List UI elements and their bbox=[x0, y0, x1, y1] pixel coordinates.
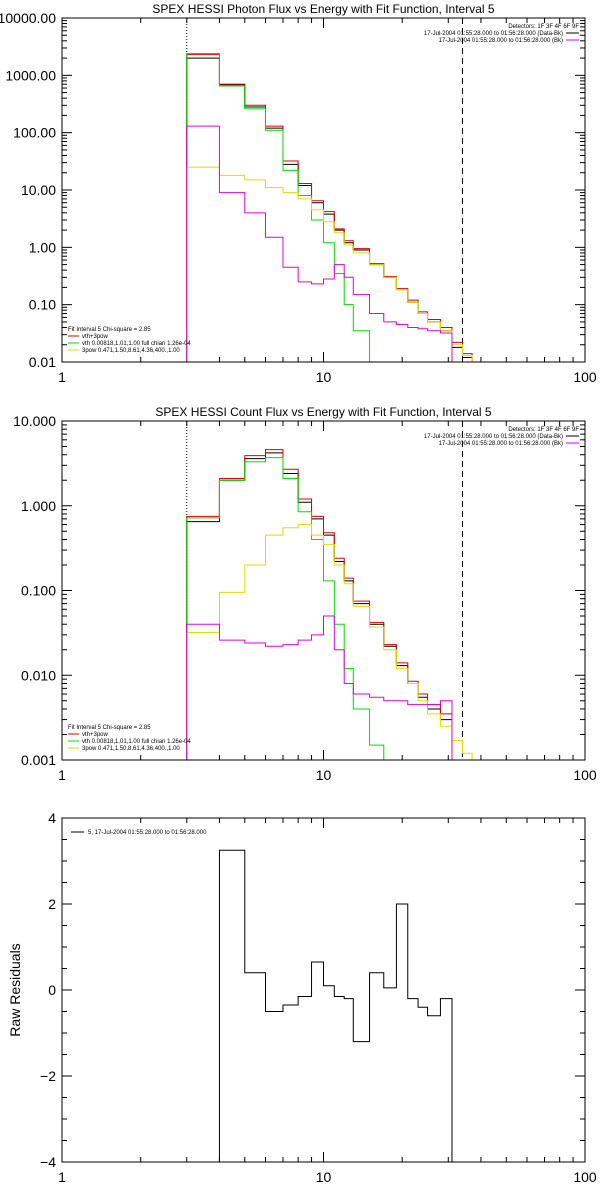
legend-text: Fit Interval 5 Chi-square = 2.85 bbox=[68, 327, 151, 333]
x-tick-label: 100 bbox=[573, 1169, 597, 1185]
legend-text: vth 0.00818,1.01,1.00 full chian 1.26e-0… bbox=[82, 341, 191, 347]
series-line-5 bbox=[186, 615, 495, 760]
legend-text: vth 0.00818,1.01,1.00 full chian 1.26e-0… bbox=[82, 739, 191, 745]
y-tick-label: 10.000 bbox=[13, 413, 56, 429]
legend-text: 3pow 0.471,1.50,8.61,4.36,400.,1.00 bbox=[82, 746, 180, 752]
legend-text: vth+3pow bbox=[82, 334, 109, 340]
series-group bbox=[186, 449, 495, 760]
x-tick-label: 10 bbox=[316, 767, 332, 783]
y-tick-label: 0.010 bbox=[21, 667, 56, 683]
series-line-4 bbox=[186, 524, 495, 760]
series-line-3 bbox=[186, 457, 495, 760]
series-line-5 bbox=[186, 125, 482, 362]
x-tick-label: 10 bbox=[316, 1169, 332, 1185]
y-tick-label: 0 bbox=[48, 982, 56, 998]
y-tick-label: −2 bbox=[40, 1068, 56, 1084]
y-tick-label: 100.00 bbox=[13, 125, 56, 141]
x-tick-label: 1 bbox=[58, 369, 66, 385]
series-line-3 bbox=[186, 53, 482, 362]
chart-panel-3: Raw Residuals 1 10 100 −4 −2 0 2 4 5, 17-Jul-2004… bbox=[7, 810, 597, 1185]
y-tick-label: 1.000 bbox=[21, 498, 56, 514]
y-tick-label: 10.00 bbox=[21, 182, 56, 198]
chart-panel-1: SPEX HESSI Photon Flux vs Energy with Fi… bbox=[0, 2, 597, 385]
chart-panel-2: SPEX HESSI Count Flux vs Energy with Fit… bbox=[13, 405, 597, 783]
series-group bbox=[186, 53, 482, 362]
y-axis-label: Raw Residuals bbox=[7, 943, 23, 1036]
legend-text: Detectors: 1F 3F 4F 6F 9F bbox=[508, 427, 579, 433]
x-tick-label: 10 bbox=[316, 369, 332, 385]
y-axis-ticks: 0.01 0.10 1.00 10.00 100.00 1000.00 10000.00 bbox=[0, 10, 585, 370]
series-line-4 bbox=[186, 166, 482, 362]
x-tick-label: 1 bbox=[58, 1169, 66, 1185]
legend-text: 17-Jul-2004 01:55:28.000 to 01:56:28.000… bbox=[439, 441, 563, 447]
legend-bottom: Fit Interval 5 Chi-square = 2.85vth+3pow… bbox=[68, 327, 191, 354]
plot-frame bbox=[61, 817, 586, 1163]
legend-text: Detectors: 1F 3F 4F 6F 9F bbox=[508, 24, 579, 30]
x-tick-label: 100 bbox=[573, 767, 597, 783]
y-tick-label: 10000.00 bbox=[0, 10, 56, 26]
y-tick-label: 2 bbox=[48, 896, 56, 912]
series-line-2 bbox=[186, 54, 482, 362]
legend-text: 17-Jul-2004 01:55:28.000 to 01:56:28.000… bbox=[439, 38, 563, 44]
y-tick-label: −4 bbox=[40, 1154, 56, 1170]
x-tick-label: 100 bbox=[573, 369, 597, 385]
y-tick-label: 0.01 bbox=[29, 354, 56, 370]
x-axis-ticks: 1 10 100 bbox=[58, 421, 597, 783]
legend-text: 17-Jul-2004 01:55:28.000 to 01:56:28.000… bbox=[424, 31, 563, 37]
y-tick-label: 4 bbox=[48, 810, 56, 826]
legend-text: 3pow 0.471,1.50,8.61,4.36,400.,1.00 bbox=[82, 348, 180, 354]
y-axis-ticks: 0.001 0.010 0.100 1.000 10.000 bbox=[13, 413, 585, 768]
chart-title: SPEX HESSI Photon Flux vs Energy with Fi… bbox=[152, 2, 494, 16]
series-group bbox=[186, 849, 463, 1162]
y-tick-label: 1000.00 bbox=[5, 67, 56, 83]
y-tick-label: 0.100 bbox=[21, 583, 56, 599]
series-line-1 bbox=[186, 849, 463, 1162]
legend-text: Fit Interval 5 Chi-square = 2.85 bbox=[68, 725, 151, 731]
legend-bottom: Fit Interval 5 Chi-square = 2.85vth+3pow… bbox=[68, 725, 191, 752]
legend-top: 5, 17-Jul-2004 01:55:28.000 to 01:56:28.… bbox=[71, 830, 207, 836]
legend-text: 5, 17-Jul-2004 01:55:28.000 to 01:56:28.… bbox=[88, 830, 207, 836]
y-tick-label: 0.001 bbox=[21, 752, 56, 768]
legend-text: vth+3pow bbox=[82, 732, 109, 738]
plot-frame bbox=[61, 17, 586, 363]
x-tick-label: 1 bbox=[58, 767, 66, 783]
legend-text: 17-Jul-2004 01:55:28.000 to 01:56:28.000… bbox=[424, 434, 563, 440]
chart-title: SPEX HESSI Count Flux vs Energy with Fit… bbox=[155, 405, 491, 419]
y-tick-label: 1.00 bbox=[29, 239, 56, 255]
y-tick-label: 0.10 bbox=[29, 297, 56, 313]
plot-frame bbox=[61, 420, 586, 761]
